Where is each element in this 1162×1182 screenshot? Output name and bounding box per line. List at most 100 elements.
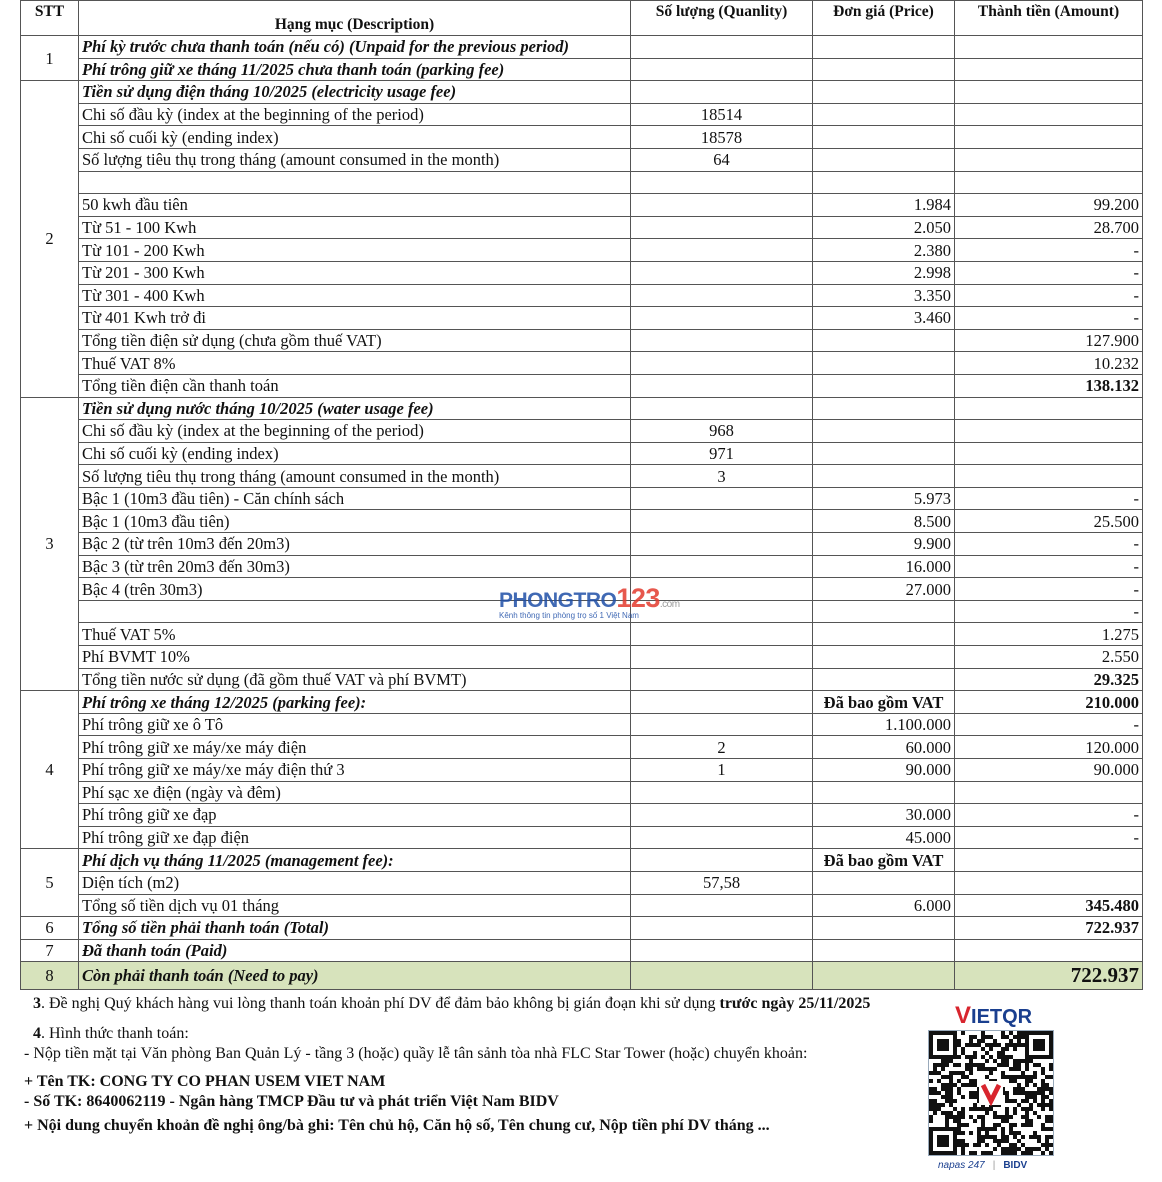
- row-amount: 138.132: [954, 373, 1143, 398]
- row-price: [812, 80, 955, 104]
- row-quantity: [630, 328, 813, 353]
- table-row: Chi số cuối kỳ (ending index) 18578: [21, 125, 1143, 149]
- phongtro123-watermark: PHONGTRO123.com Kênh thông tin phòng trọ…: [499, 583, 680, 620]
- row-description: Phí trông giữ xe đạp điện: [78, 825, 631, 850]
- row-amount: [954, 147, 1143, 172]
- row-amount: -: [954, 825, 1143, 850]
- row-amount: [954, 170, 1143, 195]
- row-price: [812, 938, 955, 963]
- table-row: 1 Phí kỳ trước chưa thanh toán (nếu có) (…: [20, 34, 1143, 82]
- row-description: Tiền sử dụng nước tháng 10/2025 (water u…: [78, 396, 631, 421]
- row-quantity: [630, 848, 813, 872]
- table-row: Tổng tiền điện cần thanh toán 138.132: [21, 373, 1143, 398]
- row-description: Phí kỳ trước chưa thanh toán (nếu có) (U…: [78, 35, 631, 59]
- table-row: 8 Còn phải thanh toán (Need to pay) 722.93…: [20, 961, 1143, 991]
- row-price: [812, 125, 955, 149]
- row-description: Diện tích (m2): [78, 870, 631, 895]
- header-price: Đơn giá (Price): [812, 0, 955, 36]
- row-description: Bậc 3 (từ trên 20m3 đến 30m3): [78, 554, 631, 579]
- table-row: Bậc 1 (10m3 đầu tiên) 8.500 25.500: [21, 509, 1143, 534]
- row-quantity: [630, 170, 813, 195]
- row-price: 45.000: [812, 825, 955, 850]
- row-price: [812, 916, 955, 940]
- note-payment-method: 4. Hình thức thanh toán:: [33, 1025, 189, 1042]
- qr-code: [928, 1030, 1054, 1156]
- table-row: 6 Tổng số tiền phải thanh toán (Total) 722…: [20, 916, 1143, 940]
- table-row: Thuế VAT 8% 10.232: [21, 351, 1143, 375]
- row-amount: 345.480: [954, 893, 1143, 918]
- row-quantity: 971: [630, 441, 813, 466]
- table-row: Từ 401 Kwh trở đi 3.460-: [21, 306, 1143, 330]
- table-row: [21, 170, 1143, 195]
- row-price: [812, 622, 955, 647]
- row-stt: 7: [20, 938, 79, 963]
- row-amount: 29.325: [954, 667, 1143, 692]
- row-quantity: [630, 396, 813, 421]
- row-amount: 90.000: [954, 758, 1143, 782]
- row-description: Phí sạc xe điện (ngày và đêm): [78, 780, 631, 805]
- row-price: [812, 396, 955, 421]
- table-row: 4 Phí trông xe tháng 12/2025 (parking fee…: [20, 690, 1143, 850]
- row-quantity: [630, 238, 813, 262]
- note-cash: - Nộp tiền mặt tại Văn phòng Ban Quản Lý…: [24, 1045, 808, 1062]
- row-description: Từ 201 - 300 Kwh: [78, 260, 631, 285]
- table-row: Diện tích (m2) 57,58: [21, 870, 1143, 895]
- row-stt: 3: [20, 396, 79, 692]
- row-quantity: [630, 509, 813, 534]
- row-price: [812, 464, 955, 488]
- table-row: Tổng tiền nước sử dụng (đã gồm thuế VAT …: [21, 667, 1143, 692]
- row-price: [812, 645, 955, 669]
- row-price: 3.460: [812, 306, 955, 330]
- table-row: Phí trông giữ xe máy/xe máy điện 2 60.000 1…: [21, 735, 1143, 759]
- row-quantity: [630, 532, 813, 556]
- row-price: [812, 870, 955, 895]
- note-account-number: - Số TK: 8640062119 - Ngân hàng TMCP Đầu…: [24, 1093, 559, 1110]
- table-row: Chi số đầu kỳ (index at the beginning of…: [21, 419, 1143, 443]
- row-amount: [954, 870, 1143, 895]
- row-quantity: [630, 57, 813, 82]
- row-amount: [954, 80, 1143, 104]
- row-price: [812, 373, 955, 398]
- row-quantity: [630, 825, 813, 850]
- row-quantity: [630, 916, 813, 940]
- row-description: Thuế VAT 8%: [78, 351, 631, 375]
- table-row: Bậc 3 (từ trên 20m3 đến 30m3) 16.000-: [21, 554, 1143, 579]
- table-row: Thuế VAT 5% 1.275: [21, 622, 1143, 647]
- row-price: [812, 57, 955, 82]
- row-description: Từ 51 - 100 Kwh: [78, 215, 631, 240]
- row-amount: [954, 125, 1143, 149]
- header-stt: STT: [20, 0, 79, 36]
- row-price: 16.000: [812, 554, 955, 579]
- table-row: Bậc 2 (từ trên 10m3 đến 20m3) 9.900-: [21, 532, 1143, 556]
- row-amount: 10.232: [954, 351, 1143, 375]
- row-stt: 6: [20, 916, 79, 940]
- row-quantity: [630, 712, 813, 737]
- row-price: 9.900: [812, 532, 955, 556]
- row-amount: [954, 441, 1143, 466]
- table-row: Phí trông giữ xe ô Tô 1.100.000-: [21, 712, 1143, 737]
- row-amount: 1.275: [954, 622, 1143, 647]
- row-price: 2.998: [812, 260, 955, 285]
- table-row: Tổng số tiền dịch vụ 01 tháng 6.000 345.48…: [21, 893, 1143, 918]
- row-quantity: [630, 193, 813, 217]
- row-price: 2.050: [812, 215, 955, 240]
- row-description: Chi số đầu kỳ (index at the beginning of…: [78, 419, 631, 443]
- row-quantity: [630, 215, 813, 240]
- table-row: Phí trông giữ xe tháng 11/2025 chưa than…: [21, 57, 1143, 82]
- row-quantity: 18578: [630, 125, 813, 149]
- table-row: Phí sạc xe điện (ngày và đêm): [21, 780, 1143, 805]
- table-row: 2 Tiền sử dụng điện tháng 10/2025 (electr…: [20, 80, 1143, 398]
- row-amount: 722.937: [954, 961, 1143, 991]
- row-price: Đã bao gồm VAT: [812, 848, 955, 872]
- row-price: Đã bao gồm VAT: [812, 690, 955, 714]
- row-amount: -: [954, 599, 1143, 624]
- row-price: [812, 419, 955, 443]
- row-quantity: [630, 80, 813, 104]
- row-quantity: [630, 35, 813, 59]
- row-price: [812, 667, 955, 692]
- row-description: Từ 301 - 400 Kwh: [78, 283, 631, 308]
- table-row: Phí BVMT 10% 2.550: [21, 645, 1143, 669]
- row-description: Chi số cuối kỳ (ending index): [78, 125, 631, 149]
- row-description: Tổng số tiền dịch vụ 01 tháng: [78, 893, 631, 918]
